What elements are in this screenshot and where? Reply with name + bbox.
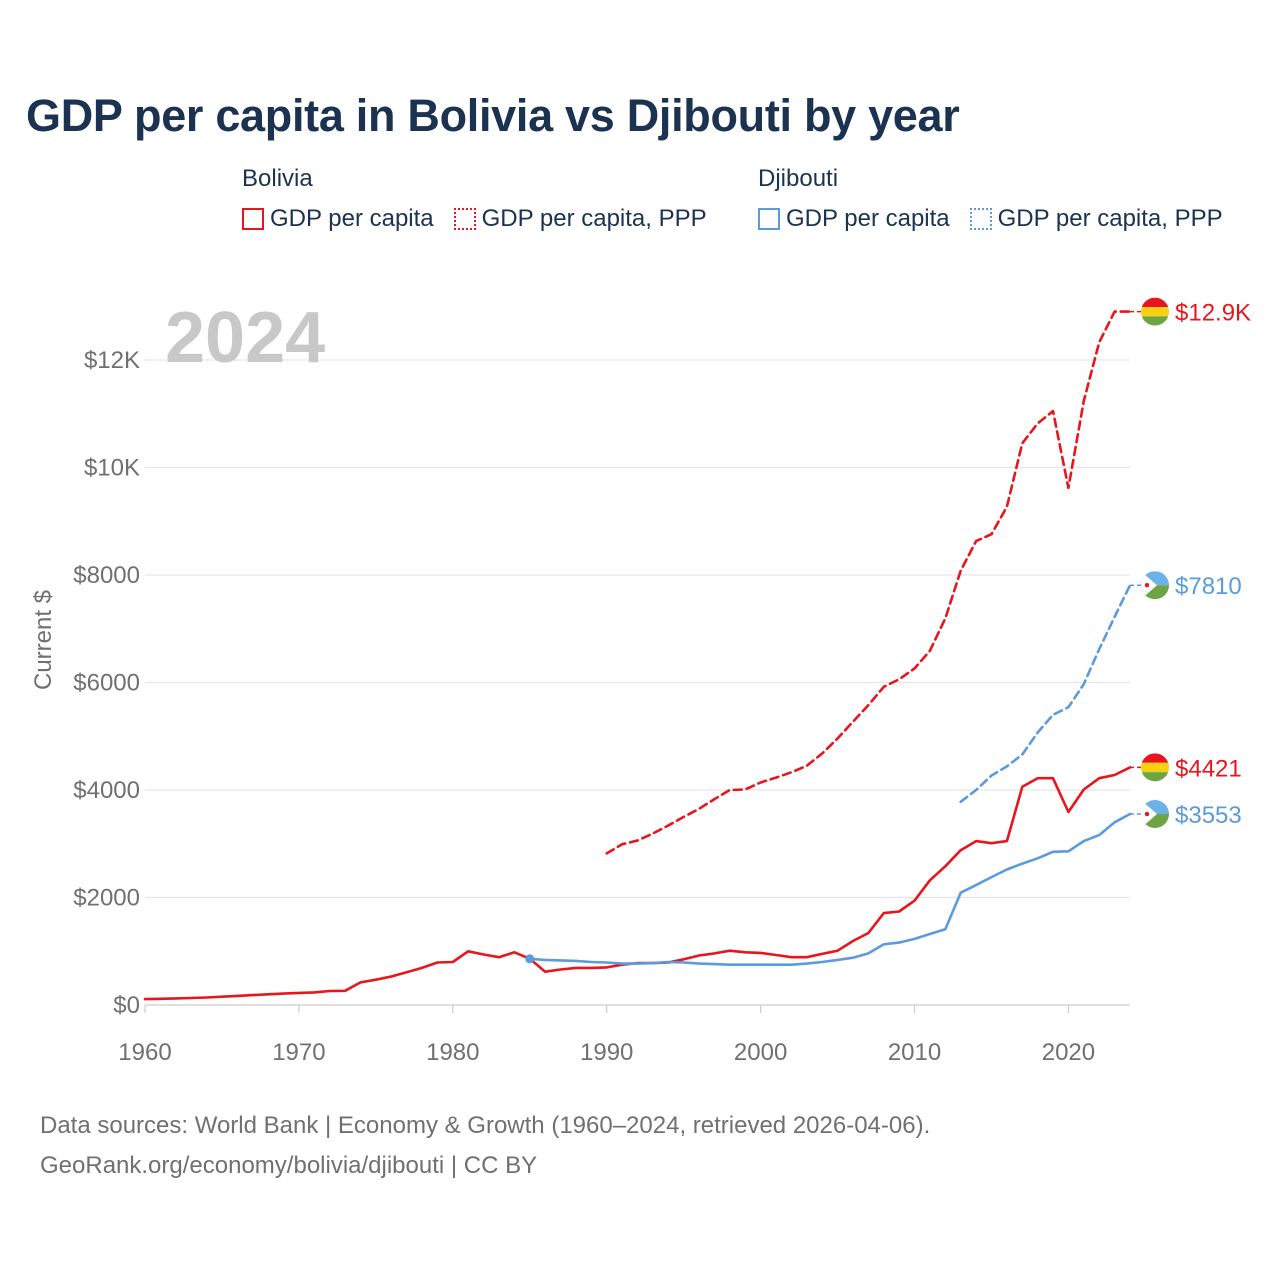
footer-sources: Data sources: World Bank | Economy & Gro… (40, 1112, 931, 1139)
axes: $0 $2000 $4000 $6000 $8000 $10K $12K 1960 1970 19… (73, 347, 1095, 1066)
y-axis-title: Current $ (30, 590, 57, 690)
legend-swatch-dotted (969, 208, 992, 230)
end-value-label: $12.9K (1175, 300, 1251, 327)
legend-group-bolivia: Bolivia GDP per capita GDP per capita, P… (242, 163, 707, 233)
y-tick-label: $4000 (73, 777, 140, 804)
legend-group-djibouti: Djibouti GDP per capita GDP per capita, … (758, 163, 1223, 233)
bolivia-flag-icon (1141, 753, 1169, 782)
series-line-bolivia-gdp-per-capita-ppp[interactable] (605, 310, 1132, 855)
y-tick-label: $10K (84, 455, 140, 482)
end-value-label: $4421 (1175, 755, 1242, 782)
legend-country-djibouti: Djibouti (758, 165, 839, 192)
x-tick-label: 2020 (1042, 1039, 1095, 1066)
x-tick-label: 1970 (272, 1039, 325, 1066)
djibouti-flag-icon (1141, 571, 1169, 600)
series-line-djibouti-gdp-per-capita[interactable] (528, 812, 1132, 967)
legend-item-djibouti-gdp[interactable]: GDP per capita (758, 205, 950, 233)
chart-title: GDP per capita in Bolivia vs Djibouti by… (26, 90, 960, 141)
series-start-marker (525, 954, 535, 964)
legend-item-bolivia-gdp[interactable]: GDP per capita (242, 205, 434, 233)
djibouti-flag-icon (1141, 800, 1169, 829)
end-labels: $12.9K $7810 $4421 $3553 (1130, 297, 1251, 829)
footer-link[interactable]: GeoRank.org/economy/bolivia/djibouti | C… (40, 1152, 538, 1179)
y-tick-label: $6000 (73, 670, 140, 697)
x-tick-label: 2000 (734, 1039, 787, 1066)
series-line-djibouti-gdp-per-capita-ppp[interactable] (959, 583, 1132, 804)
legend-country-bolivia: Bolivia (242, 165, 313, 192)
end-value-label: $7810 (1175, 573, 1242, 600)
year-watermark: 2024 (165, 298, 325, 378)
grid-lines (145, 359, 1130, 1006)
y-tick-label: $12K (84, 347, 140, 374)
series-lines (143, 310, 1132, 1001)
y-tick-label: $8000 (73, 562, 140, 589)
legend-swatch-solid (758, 208, 780, 230)
y-tick-label: $0 (113, 992, 140, 1019)
legend-label: GDP per capita, PPP (481, 205, 707, 232)
legend-label: GDP per capita (270, 205, 434, 232)
series-line-bolivia-gdp-per-capita[interactable] (143, 766, 1132, 1001)
x-tick-label: 1980 (426, 1039, 479, 1066)
end-value-label: $3553 (1175, 802, 1242, 829)
legend-label: GDP per capita (786, 205, 950, 232)
legend-swatch-dotted (453, 208, 476, 230)
footer: Data sources: World Bank | Economy & Gro… (40, 1106, 930, 1186)
y-tick-label: $2000 (73, 885, 140, 912)
legend-item-bolivia-gdp-ppp[interactable]: GDP per capita, PPP (453, 205, 707, 233)
x-tick-label: 1960 (118, 1039, 171, 1066)
legend-item-djibouti-gdp-ppp[interactable]: GDP per capita, PPP (969, 205, 1223, 233)
x-tick-label: 2010 (888, 1039, 941, 1066)
bolivia-flag-icon (1141, 297, 1169, 326)
legend-label: GDP per capita, PPP (997, 205, 1223, 232)
legend-swatch-solid (242, 208, 264, 230)
x-tick-label: 1990 (580, 1039, 633, 1066)
